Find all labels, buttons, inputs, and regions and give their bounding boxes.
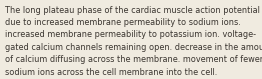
Text: The long plateau phase of the cardiac muscle action potential is: The long plateau phase of the cardiac mu… [5, 6, 262, 15]
Text: increased membrane permeability to potassium ion. voltage-: increased membrane permeability to potas… [5, 30, 256, 40]
Text: gated calcium channels remaining open. decrease in the amount: gated calcium channels remaining open. d… [5, 43, 262, 52]
Text: sodium ions across the cell membrane into the cell.: sodium ions across the cell membrane int… [5, 68, 217, 77]
Text: due to increased membrane permeability to sodium ions.: due to increased membrane permeability t… [5, 18, 241, 27]
Text: of calcium diffusing across the membrane. movement of fewer: of calcium diffusing across the membrane… [5, 55, 262, 64]
